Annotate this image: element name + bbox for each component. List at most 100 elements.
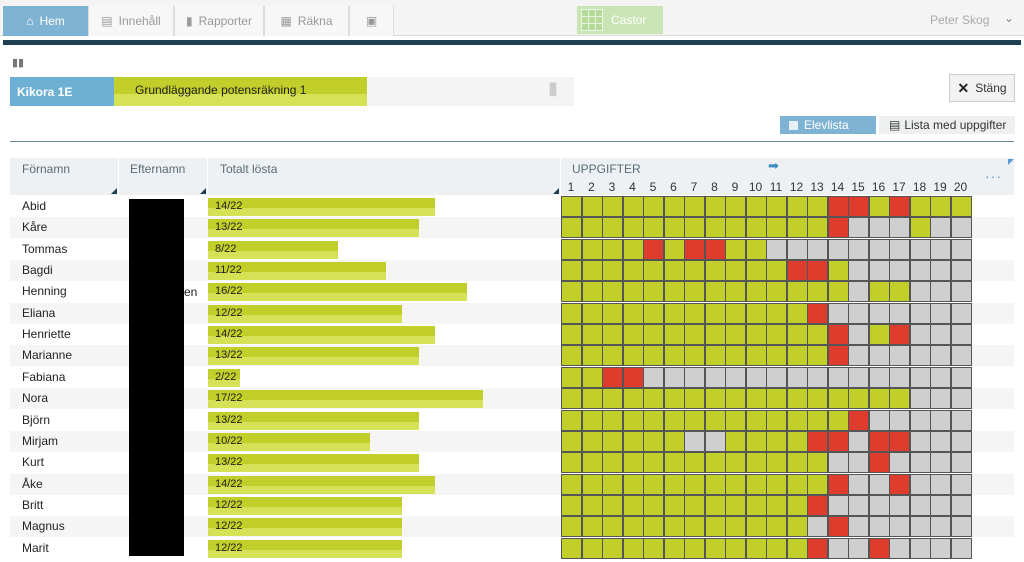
task-cell[interactable]: [684, 217, 705, 239]
task-cell[interactable]: [827, 516, 849, 538]
task-cell[interactable]: [827, 452, 849, 474]
task-cell[interactable]: [766, 409, 787, 431]
task-cell[interactable]: [786, 452, 808, 474]
task-cell[interactable]: [930, 281, 951, 303]
task-cell[interactable]: [745, 409, 767, 431]
task-cell[interactable]: [807, 494, 828, 516]
task-cell[interactable]: [581, 366, 603, 388]
task-cell[interactable]: [909, 345, 931, 367]
task-cell[interactable]: [745, 516, 767, 538]
task-cell[interactable]: [807, 452, 828, 474]
task-cell[interactable]: [561, 409, 582, 431]
task-cell[interactable]: [663, 516, 685, 538]
task-cell[interactable]: [725, 260, 746, 282]
task-number[interactable]: 18: [912, 180, 927, 194]
task-cell[interactable]: [684, 516, 705, 538]
task-cell[interactable]: [930, 430, 951, 452]
task-cell[interactable]: [889, 452, 910, 474]
task-cell[interactable]: [745, 302, 767, 324]
task-cell[interactable]: [581, 516, 603, 538]
task-cell[interactable]: [643, 302, 664, 324]
table-row[interactable]: Henriette 14/22: [10, 324, 1014, 346]
task-cell[interactable]: [725, 217, 746, 239]
task-cell[interactable]: [663, 494, 685, 516]
task-cell[interactable]: [909, 281, 931, 303]
task-cell[interactable]: [704, 366, 726, 388]
task-cell[interactable]: [930, 217, 951, 239]
task-cell[interactable]: [807, 260, 828, 282]
task-cell[interactable]: [766, 238, 787, 260]
table-row[interactable]: Kurt 13/22: [10, 452, 1014, 474]
task-number[interactable]: 3: [608, 180, 616, 194]
task-cell[interactable]: [622, 430, 644, 452]
task-cell[interactable]: [889, 281, 910, 303]
task-cell[interactable]: [848, 217, 869, 239]
task-cell[interactable]: [581, 238, 603, 260]
task-cell[interactable]: [663, 473, 685, 495]
task-cell[interactable]: [602, 366, 623, 388]
task-cell[interactable]: [663, 217, 685, 239]
task-cell[interactable]: [704, 494, 726, 516]
task-cell[interactable]: [561, 366, 582, 388]
task-cell[interactable]: [868, 366, 890, 388]
task-cell[interactable]: [950, 238, 972, 260]
task-cell[interactable]: [745, 430, 767, 452]
task-cell[interactable]: [950, 260, 972, 282]
task-cell[interactable]: [663, 345, 685, 367]
task-number[interactable]: 8: [711, 180, 718, 194]
task-cell[interactable]: [807, 302, 828, 324]
task-cell[interactable]: [561, 494, 582, 516]
task-cell[interactable]: [684, 537, 705, 559]
task-cell[interactable]: [868, 238, 890, 260]
task-cell[interactable]: [909, 217, 931, 239]
task-cell[interactable]: [766, 217, 787, 239]
task-cell[interactable]: [581, 494, 603, 516]
task-cell[interactable]: [643, 260, 664, 282]
table-row[interactable]: Abid 14/22: [10, 196, 1014, 217]
task-cell[interactable]: [561, 302, 582, 324]
task-cell[interactable]: [786, 516, 808, 538]
arrow-right-icon[interactable]: ➡: [768, 158, 779, 173]
task-cell[interactable]: [827, 388, 849, 410]
task-cell[interactable]: [725, 302, 746, 324]
task-cell[interactable]: [950, 196, 972, 217]
task-cell[interactable]: [848, 302, 869, 324]
task-cell[interactable]: [889, 366, 910, 388]
task-cell[interactable]: [581, 196, 603, 217]
task-cell[interactable]: [766, 516, 787, 538]
task-cell[interactable]: [704, 281, 726, 303]
task-cell[interactable]: [643, 388, 664, 410]
task-cell[interactable]: [827, 196, 849, 217]
task-cell[interactable]: [930, 388, 951, 410]
task-cell[interactable]: [704, 217, 726, 239]
table-row[interactable]: Bagdi 11/22: [10, 260, 1014, 282]
task-cell[interactable]: [766, 196, 787, 217]
task-cell[interactable]: [602, 281, 623, 303]
task-cell[interactable]: [807, 430, 828, 452]
task-cell[interactable]: [745, 217, 767, 239]
task-cell[interactable]: [745, 452, 767, 474]
task-cell[interactable]: [704, 196, 726, 217]
task-cell[interactable]: [663, 409, 685, 431]
class-badge[interactable]: Kikora 1E: [10, 77, 114, 106]
task-number[interactable]: 15: [851, 180, 865, 194]
task-cell[interactable]: [561, 473, 582, 495]
task-cell[interactable]: [909, 494, 931, 516]
task-cell[interactable]: [848, 494, 869, 516]
task-cell[interactable]: [868, 302, 890, 324]
task-cell[interactable]: [622, 452, 644, 474]
tab-image[interactable]: ▣: [349, 6, 394, 36]
task-cell[interactable]: [684, 196, 705, 217]
task-cell[interactable]: [581, 388, 603, 410]
task-cell[interactable]: [950, 516, 972, 538]
task-number[interactable]: 16: [871, 180, 886, 194]
task-cell[interactable]: [848, 260, 869, 282]
task-cell[interactable]: [704, 324, 726, 346]
task-cell[interactable]: [561, 516, 582, 538]
task-cell[interactable]: [868, 537, 890, 559]
task-cell[interactable]: [786, 430, 808, 452]
header-firstname[interactable]: Förnamn: [10, 158, 118, 195]
task-cell[interactable]: [868, 430, 890, 452]
task-cell[interactable]: [684, 281, 705, 303]
task-cell[interactable]: [930, 366, 951, 388]
